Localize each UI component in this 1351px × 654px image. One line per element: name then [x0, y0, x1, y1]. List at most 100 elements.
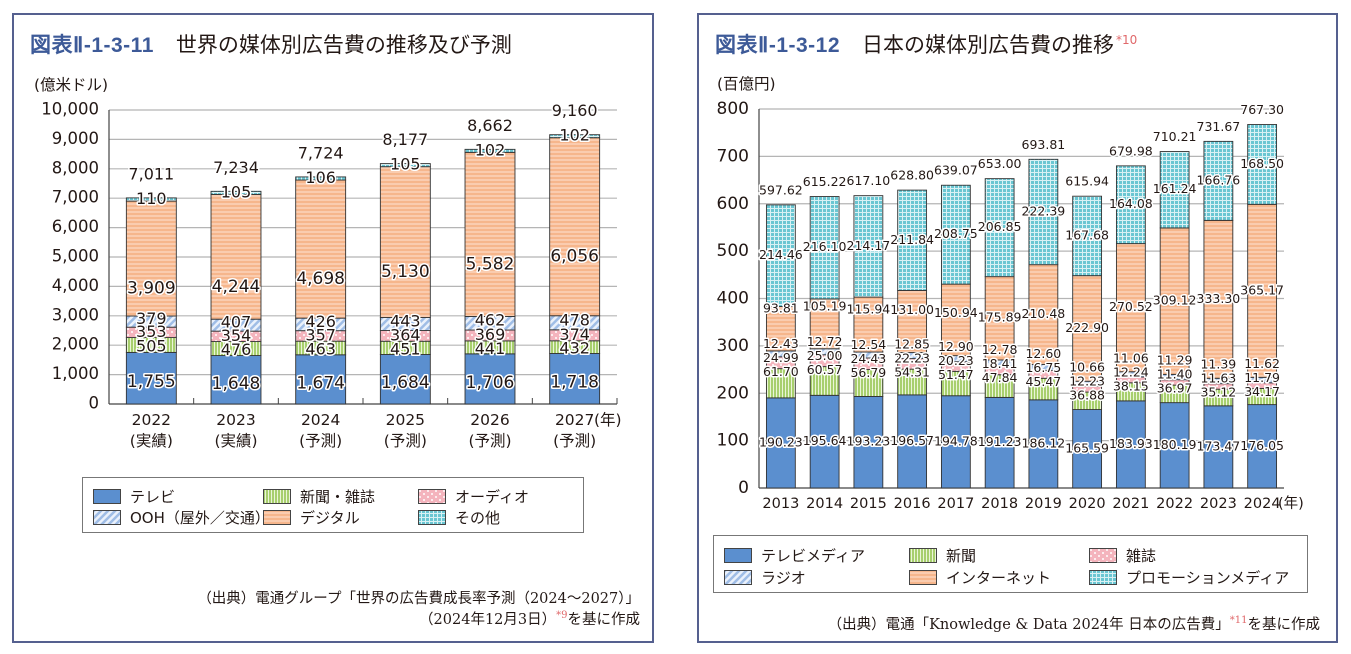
bar-segment-newspaper: [809, 366, 840, 396]
data-label-digital: 4,698: [296, 269, 345, 289]
total-label: 710.21: [1153, 129, 1197, 144]
legend-item-digital: デジタル: [263, 507, 360, 528]
data-label-internet: 131.00: [890, 302, 934, 317]
data-label-magazine: 18.41: [982, 356, 1018, 371]
legend-label: プロモーションメディア: [1126, 569, 1290, 587]
bar-segment-internet: [1115, 243, 1146, 373]
bar-segment-tv: [295, 354, 347, 405]
x-axis-unit: (年): [594, 411, 622, 429]
data-label-ooh: 478: [559, 310, 590, 329]
x-tick-label: 2018: [981, 496, 1018, 512]
figure-panel-japan: 図表Ⅱ-1-3-12 日本の媒体別広告費の推移 *10 (百億円) 0 100 200 30…: [697, 13, 1338, 643]
bar-segment-newspaper: [897, 368, 928, 396]
legend-item-ooh: OOH（屋外／交通）: [93, 507, 270, 528]
bar-segment-digital: [210, 193, 262, 320]
bar-segment-promo: [1115, 165, 1146, 245]
data-label-magazine: 11.63: [1200, 371, 1236, 386]
bar-stack-2015: [853, 195, 884, 489]
data-label-audio: 364: [390, 325, 421, 344]
bar-stack-2026: [464, 148, 516, 405]
data-label-tv: 165.59: [1065, 440, 1109, 455]
legend-label: テレビメディア: [761, 547, 865, 565]
total-label: 639.07: [934, 163, 978, 178]
data-label-newspaper: 36.97: [1157, 381, 1193, 396]
total-label: 597.62: [759, 182, 803, 197]
data-label-internet: 150.94: [934, 305, 978, 320]
bar-segment-other: [549, 134, 601, 139]
y-tick-label: 8,000: [52, 158, 99, 177]
data-label-internet: 105.19: [803, 298, 847, 313]
data-label-tv: 1,706: [466, 373, 515, 393]
data-label-digital: 4,244: [212, 277, 261, 297]
bar-stack-2025: [379, 163, 431, 405]
total-label: 653.00: [978, 156, 1022, 171]
data-label-radio: 11.62: [1244, 356, 1280, 371]
y-tick-label: 300: [717, 336, 749, 356]
data-label-digital: 5,130: [381, 262, 430, 282]
data-label-newspaper: 35.12: [1200, 385, 1236, 400]
source-suffix: を基に作成: [567, 612, 641, 628]
data-label-tv: 183.93: [1109, 436, 1153, 451]
data-label-promo: 214.17: [847, 238, 891, 253]
data-label-newspaper: 36.88: [1069, 388, 1105, 403]
x-tick-label: 2021: [1112, 496, 1149, 512]
bar-segment-tv: [897, 394, 928, 489]
figure-title-text: 日本の媒体別広告費の推移: [862, 33, 1115, 57]
bar-segment-promo: [1159, 151, 1190, 229]
bar-segment-digital: [379, 166, 431, 318]
data-label-magazine: 25.00: [807, 348, 843, 363]
footnote-ref[interactable]: *10: [1116, 33, 1138, 47]
x-tick-label: 2015: [850, 496, 887, 512]
data-label-internet: 222.90: [1065, 320, 1109, 335]
bar-segment-tv: [210, 355, 262, 405]
data-label-other: 110: [136, 189, 167, 208]
bar-segment-tv: [1203, 405, 1234, 489]
data-label-ooh: 426: [305, 312, 336, 331]
bar-segment-promo: [1203, 140, 1234, 221]
figure-panel-world: 図表Ⅱ-1-3-11 世界の媒体別広告費の推移及び予測 (億米ドル) 0 1,000 2…: [12, 13, 654, 643]
data-label-newspaper: 34.17: [1244, 384, 1280, 399]
data-label-magazine: 22.23: [894, 351, 930, 366]
data-label-magazine: 11.40: [1157, 367, 1193, 382]
legend-item-radio: ラジオ: [724, 567, 806, 588]
data-label-internet: 210.48: [1022, 306, 1066, 321]
data-label-audio: 369: [475, 325, 506, 344]
bar-segment-tv: [809, 394, 840, 489]
y-tick-label: 1,000: [52, 364, 99, 383]
data-label-audio: 353: [136, 322, 167, 341]
bar-stack-2023: [210, 190, 262, 405]
footnote-ref[interactable]: *11: [1229, 615, 1248, 627]
bar-segment-tv: [1247, 404, 1278, 489]
data-label-other: 102: [475, 140, 506, 159]
x-tick-label: 2024: [301, 411, 340, 429]
x-tick-label: 2022: [1156, 496, 1193, 512]
total-label: 731.67: [1197, 119, 1241, 134]
data-label-tv: 194.78: [934, 433, 978, 448]
chart-legend: テレビメディア 新聞 雑誌ラジオ インターネット プロモーションメディア: [713, 535, 1308, 593]
total-label: 7,234: [213, 158, 259, 177]
bar-stack-2018: [984, 178, 1015, 489]
data-label-tv: 1,674: [296, 373, 345, 393]
chart-legend: テレビ 新聞・雑誌 オーディオ OOH（屋外／交通） デジタル その他: [82, 477, 584, 533]
chart-world-ad-spend: (億米ドル) 0 1,000 2,000 3,000 4,000 5,000 6,000 7,0…: [34, 76, 622, 450]
x-tick-label: 2016: [894, 496, 931, 512]
legend-swatch-ooh: [93, 510, 121, 525]
x-tick-label: 2023: [216, 411, 255, 429]
data-label-newspaper: 54.31: [894, 365, 930, 380]
data-label-ooh: 443: [390, 312, 421, 331]
x-tick-label: 2026: [470, 411, 509, 429]
x-tick-label: 2020: [1069, 496, 1106, 512]
y-tick-label: 600: [717, 194, 749, 214]
footnote-ref[interactable]: *9: [556, 610, 568, 622]
legend-item-newspaper: 新聞: [909, 545, 976, 566]
data-label-audio: 354: [221, 326, 252, 345]
data-label-audio: 357: [305, 325, 336, 344]
bar-segment-newspaper: [853, 369, 884, 397]
y-tick-label: 9,000: [52, 129, 99, 148]
legend-item-magazine: 雑誌: [1089, 545, 1156, 566]
source-citation: （出典）電通「Knowledge & Data 2024年 日本の広告費」*11…: [828, 613, 1320, 634]
legend-label: インターネット: [946, 569, 1052, 587]
data-label-digital: 5,582: [466, 254, 515, 274]
total-label: 767.30: [1240, 102, 1284, 117]
